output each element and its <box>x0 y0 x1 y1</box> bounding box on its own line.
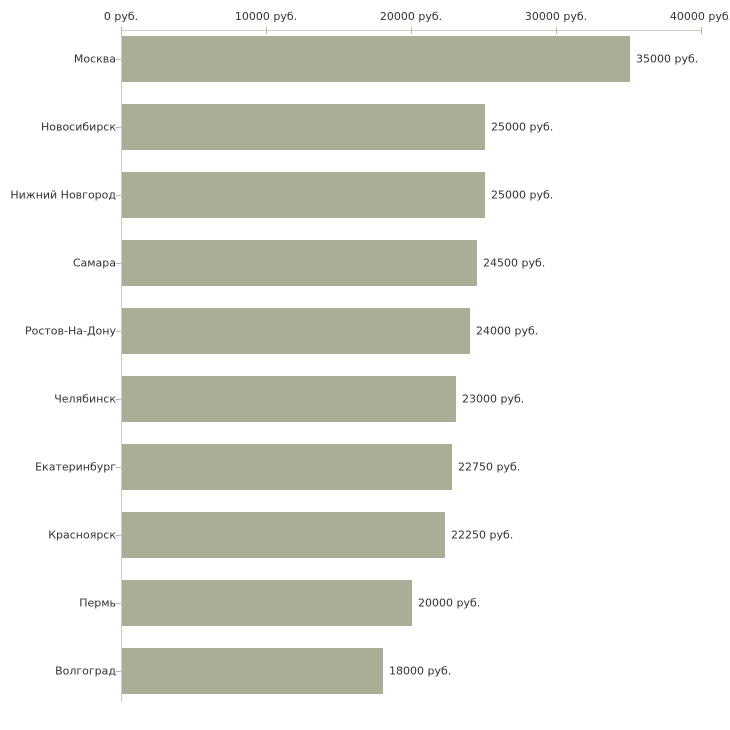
category-label: Челябинск <box>54 392 116 406</box>
category-label: Москва <box>73 52 116 66</box>
category-tick-mark <box>116 263 121 264</box>
bar <box>122 308 470 354</box>
x-axis-tick-mark <box>556 27 557 34</box>
bar <box>122 240 477 286</box>
value-label: 25000 руб. <box>491 120 554 134</box>
x-axis-tick-label: 20000 руб. <box>379 10 443 23</box>
category-label: Новосибирск <box>40 120 116 134</box>
value-label: 18000 руб. <box>389 664 452 678</box>
bar <box>122 580 412 626</box>
category-label: Нижний Новгород <box>10 188 116 202</box>
value-label: 23000 руб. <box>462 392 525 406</box>
bar <box>122 444 452 490</box>
bar <box>122 36 630 82</box>
category-label: Красноярск <box>48 528 116 542</box>
x-axis-tick-mark <box>121 27 122 34</box>
category-tick-mark <box>116 127 121 128</box>
x-axis-tick-mark <box>411 27 412 34</box>
bar <box>122 648 383 694</box>
value-label: 22250 руб. <box>451 528 514 542</box>
category-tick-mark <box>116 195 121 196</box>
x-axis-tick-mark <box>701 27 702 34</box>
category-label: Пермь <box>79 596 116 610</box>
category-tick-mark <box>116 535 121 536</box>
category-label: Самара <box>72 256 116 270</box>
bar <box>122 172 485 218</box>
category-tick-mark <box>116 59 121 60</box>
bar <box>122 376 456 422</box>
category-tick-mark <box>116 399 121 400</box>
category-label: Волгоград <box>55 664 116 678</box>
value-label: 25000 руб. <box>491 188 554 202</box>
x-axis-tick-label: 0 руб. <box>103 10 139 23</box>
category-tick-mark <box>116 467 121 468</box>
x-axis-tick-label: 10000 руб. <box>234 10 298 23</box>
category-label: Ростов-На-Дону <box>24 324 116 338</box>
bar <box>122 512 445 558</box>
value-label: 35000 руб. <box>636 52 699 66</box>
value-label: 24000 руб. <box>476 324 539 338</box>
x-axis-tick-mark <box>266 27 267 34</box>
category-label: Екатеринбург <box>35 460 116 474</box>
y-axis-line <box>121 30 122 702</box>
x-axis-tick-label: 30000 руб. <box>524 10 588 23</box>
value-label: 22750 руб. <box>458 460 521 474</box>
category-tick-mark <box>116 603 121 604</box>
x-axis-tick-label: 40000 руб. <box>669 10 730 23</box>
value-label: 20000 руб. <box>418 596 481 610</box>
category-tick-mark <box>116 331 121 332</box>
value-label: 24500 руб. <box>483 256 546 270</box>
category-tick-mark <box>116 671 121 672</box>
bar <box>122 104 485 150</box>
